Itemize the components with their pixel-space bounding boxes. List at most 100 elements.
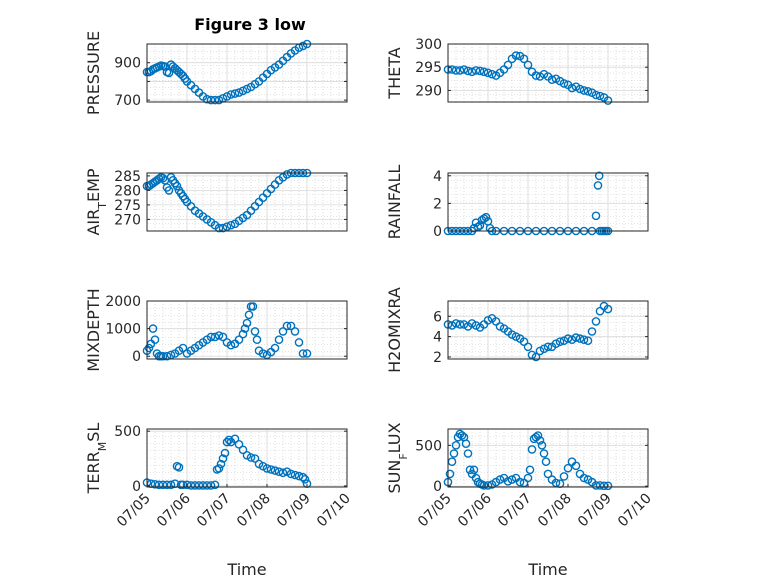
y-tick-label: 6 <box>433 309 442 325</box>
data-point <box>218 223 228 233</box>
data-point <box>150 335 160 345</box>
y-tick-label: 300 <box>415 37 442 53</box>
data-point <box>455 320 465 329</box>
data-point <box>262 464 272 473</box>
y-tick-label: 500 <box>415 438 442 454</box>
data-point <box>298 41 308 51</box>
data-point <box>555 337 565 347</box>
data-point <box>238 329 248 339</box>
y-tick-label: 290 <box>415 83 442 99</box>
data-point <box>158 480 168 490</box>
data-point <box>270 466 280 475</box>
y-axis-label: PRESSURE <box>84 31 103 115</box>
y-tick-label: 4 <box>433 169 442 185</box>
axes-frame <box>146 428 348 488</box>
data-point <box>465 465 475 475</box>
data-point <box>575 334 585 343</box>
data-point <box>543 342 553 352</box>
y-tick-label: 285 <box>114 169 141 185</box>
data-point <box>240 324 250 333</box>
data-point <box>214 464 224 473</box>
data-point <box>445 469 455 479</box>
y-axis-label: RAINFALL <box>385 165 404 240</box>
data-point <box>238 445 248 455</box>
data-point <box>214 95 224 105</box>
y-tick-label: 295 <box>415 60 442 76</box>
data-point <box>459 65 469 74</box>
data-point <box>531 71 541 80</box>
data-point <box>457 431 467 440</box>
data-point <box>559 472 569 481</box>
data-point <box>278 327 288 336</box>
data-point <box>515 477 525 487</box>
data-point <box>190 481 200 490</box>
minor-grid <box>147 301 347 359</box>
axes-frame <box>447 43 649 103</box>
data-point <box>563 334 573 343</box>
axes-frame <box>447 428 649 488</box>
data-point <box>471 473 481 483</box>
data-point <box>511 51 521 60</box>
data-point <box>218 454 228 463</box>
data-point <box>222 437 232 447</box>
data-point <box>244 310 254 320</box>
data-point <box>469 465 479 475</box>
minor-grid <box>448 301 648 359</box>
data-point <box>286 469 296 479</box>
data-point <box>559 79 569 88</box>
x-axis-label: Time <box>226 560 266 579</box>
y-tick-label: 900 <box>114 56 141 72</box>
subplot-grid: 700 900 PRESSURE 290 295 300 THETA 270275280285… <box>84 31 655 579</box>
data-point <box>172 181 182 191</box>
data-point <box>230 434 240 444</box>
data-point <box>234 88 244 97</box>
data-point <box>222 92 232 101</box>
data-point <box>282 321 292 331</box>
data-point <box>158 351 168 361</box>
major-grid <box>448 44 648 102</box>
data-point <box>286 321 296 331</box>
data-point <box>266 465 276 474</box>
data-point <box>222 222 232 231</box>
data-point <box>519 54 529 64</box>
axes-frame <box>146 300 348 360</box>
data-point <box>461 439 471 449</box>
data-point <box>533 431 543 440</box>
data-point <box>603 481 613 491</box>
major-grid <box>448 301 648 359</box>
data-point <box>270 343 280 353</box>
data-point <box>541 457 551 467</box>
data-point <box>144 343 154 353</box>
y-tick-label: 500 <box>114 424 141 440</box>
data-point <box>150 479 160 489</box>
y-tick-label: 275 <box>114 198 141 214</box>
data-point <box>467 319 477 328</box>
data-point <box>164 186 174 195</box>
y-axis-label: SUNFLUX <box>385 422 410 493</box>
data-point <box>507 330 517 339</box>
data-point <box>567 83 577 93</box>
data-point <box>473 222 483 232</box>
data-series <box>142 302 312 361</box>
y-tick-label: 1000 <box>105 322 141 338</box>
data-point <box>571 333 581 342</box>
data-point <box>603 304 613 314</box>
data-point <box>226 220 236 230</box>
data-point <box>463 66 473 76</box>
data-point <box>178 343 188 353</box>
y-axis-label: TERRMSL <box>84 423 109 495</box>
y-tick-label: 0 <box>433 224 442 240</box>
data-point <box>591 211 601 221</box>
data-point <box>290 470 300 480</box>
axes-frame <box>146 43 348 103</box>
axes-frame <box>447 172 649 232</box>
y-axis-label: MIXDEPTH <box>84 288 103 371</box>
data-point <box>527 445 537 454</box>
data-point <box>507 475 517 484</box>
data-point <box>230 89 240 98</box>
data-point <box>603 96 613 105</box>
major-grid <box>448 429 648 487</box>
data-point <box>250 454 260 463</box>
data-point <box>543 469 553 479</box>
